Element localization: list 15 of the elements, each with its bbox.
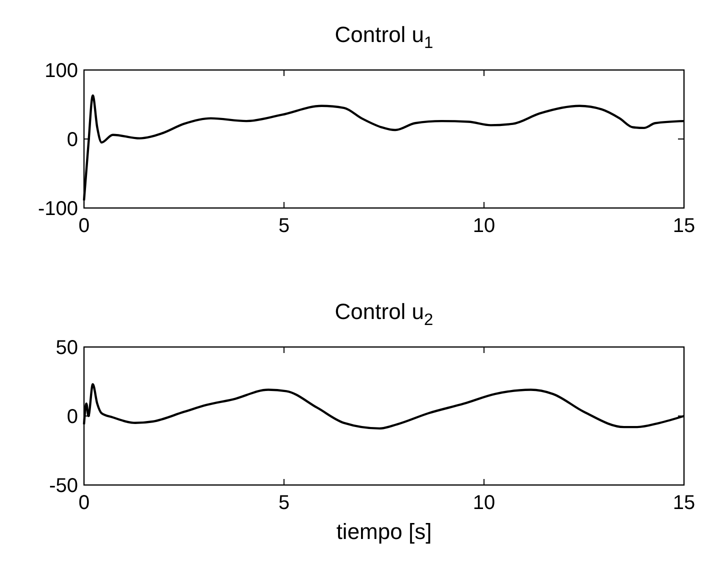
y-tick-label: 0 bbox=[66, 406, 78, 428]
x-tick-label: 10 bbox=[472, 492, 496, 514]
chart-title: Control u$_{1}$ bbox=[334, 22, 434, 52]
y-tick-label: 50 bbox=[56, 337, 78, 359]
x-tick-label: 15 bbox=[672, 492, 696, 514]
x-tick-label: 5 bbox=[278, 492, 290, 514]
y-tick-label: -100 bbox=[38, 198, 78, 220]
y-tick-label: 0 bbox=[66, 129, 78, 151]
x-axis-title: tiempo [s] bbox=[336, 519, 432, 544]
chart-title: Control u$_{2}$ bbox=[334, 299, 434, 329]
x-tick-label: 5 bbox=[278, 215, 290, 237]
y-tick-label: 100 bbox=[44, 60, 78, 82]
x-tick-label: 15 bbox=[672, 215, 696, 237]
y-tick-label: -50 bbox=[49, 475, 78, 497]
x-tick-label: 10 bbox=[472, 215, 496, 237]
